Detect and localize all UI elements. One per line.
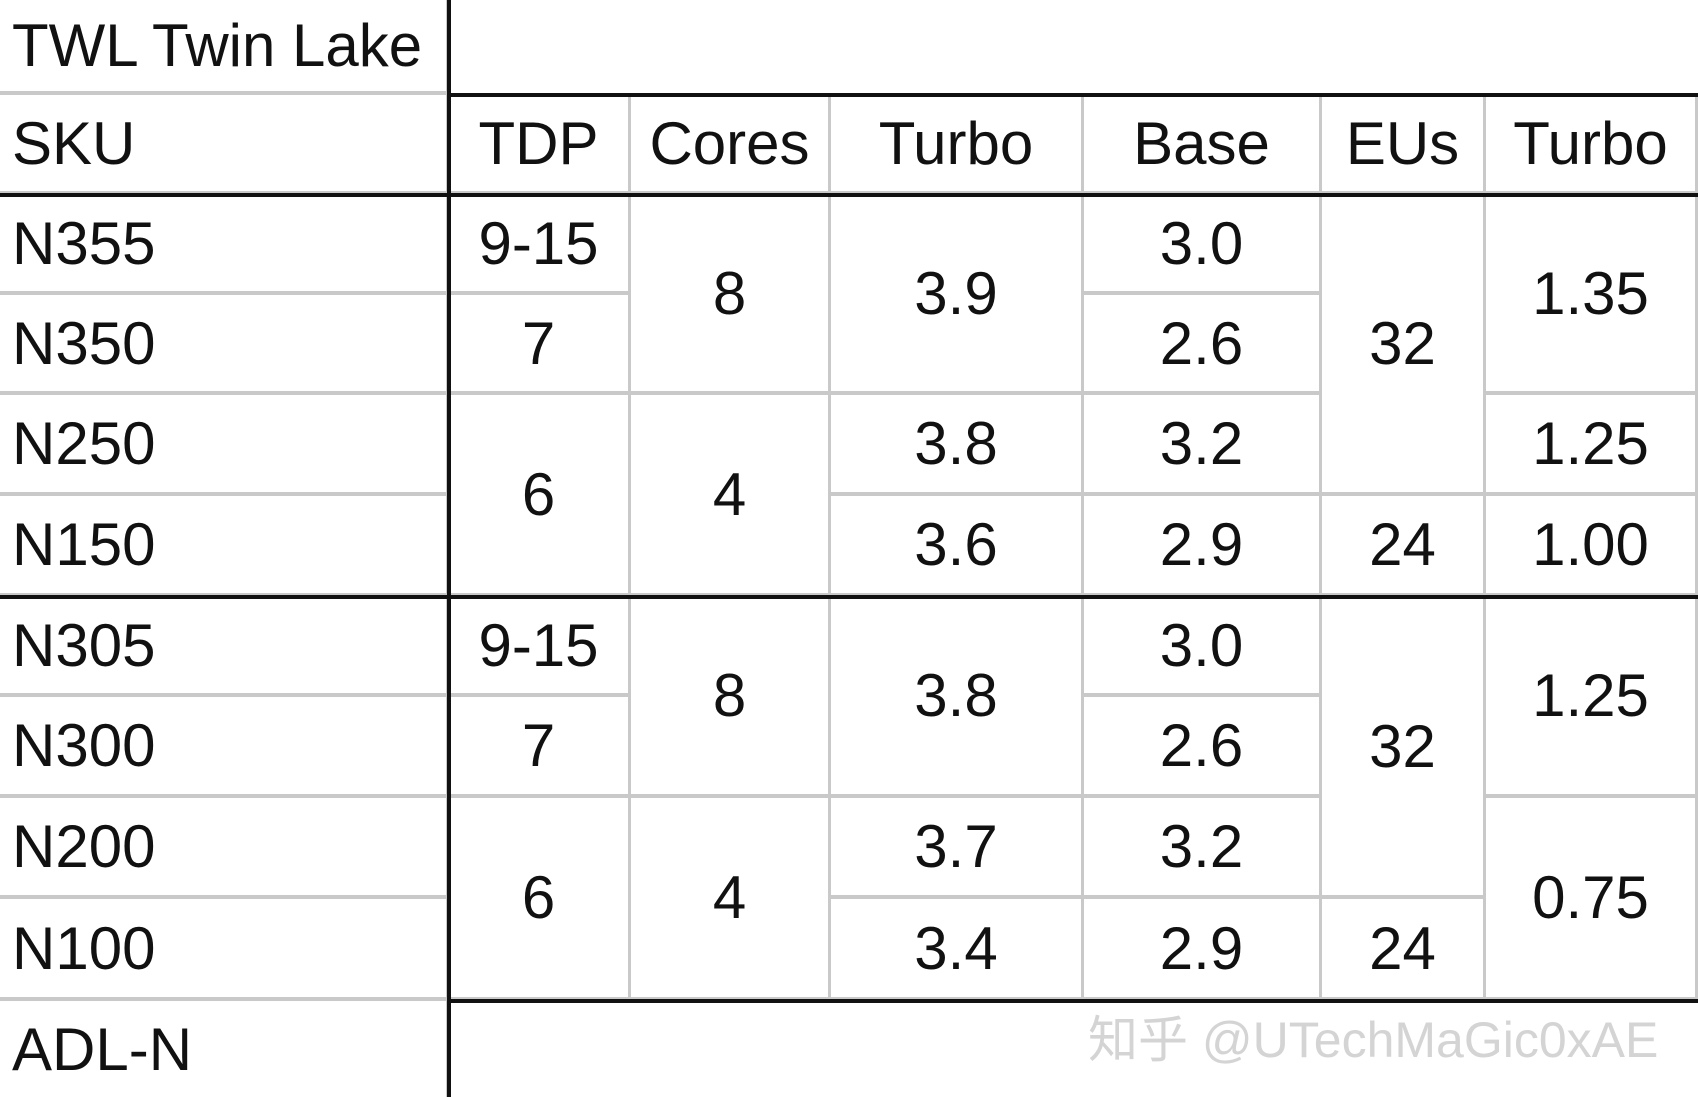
header-eus: EUs (1322, 95, 1486, 195)
eus-cell: 24 (1322, 496, 1486, 597)
table-title: TWL Twin Lake (0, 0, 449, 95)
header-turbo: Turbo (1486, 95, 1698, 195)
cpu-turbo-cell: 3.9 (831, 195, 1084, 395)
cpu-turbo-cell: 3.8 (831, 597, 1084, 798)
gpu-turbo-cell: 1.00 (1486, 496, 1698, 597)
sku-cell: N150 (0, 496, 449, 597)
cpu-turbo-cell: 3.7 (831, 798, 1084, 899)
cpu-turbo-cell: 3.8 (831, 395, 1084, 496)
gpu-turbo-cell: 1.25 (1486, 395, 1698, 496)
base-cell: 2.6 (1084, 697, 1322, 798)
tdp-cell: 7 (449, 697, 631, 798)
divider-header-top (449, 93, 1698, 97)
watermark: 知乎 @UTechMaGic0xAE (1088, 1012, 1659, 1068)
tdp-cell: 9-15 (449, 597, 631, 697)
cores-cell: 8 (631, 597, 831, 798)
gpu-turbo-cell: 0.75 (1486, 798, 1698, 1001)
cpu-turbo-cell: 3.4 (831, 899, 1084, 1001)
tdp-cell: 9-15 (449, 195, 631, 295)
tdp-cell: 6 (449, 395, 631, 597)
sku-cell: N250 (0, 395, 449, 496)
base-cell: 2.9 (1084, 496, 1322, 597)
gpu-turbo-cell: 1.35 (1486, 195, 1698, 395)
header-cores: Cores (631, 95, 831, 195)
cpu-turbo-cell: 3.6 (831, 496, 1084, 597)
base-cell: 3.0 (1084, 195, 1322, 295)
header-sku: SKU (0, 95, 449, 195)
tdp-cell: 7 (449, 295, 631, 395)
sku-cell: N355 (0, 195, 449, 295)
base-cell: 3.2 (1084, 395, 1322, 496)
cores-cell: 8 (631, 195, 831, 395)
footer-label: ADL-N (0, 1001, 449, 1097)
gpu-turbo-cell: 1.25 (1486, 597, 1698, 798)
divider-header-bottom (0, 193, 1698, 197)
cores-cell: 4 (631, 395, 831, 597)
divider-group (0, 595, 1698, 599)
base-cell: 2.6 (1084, 295, 1322, 395)
sku-cell: N350 (0, 295, 449, 395)
tdp-cell: 6 (449, 798, 631, 1001)
header-tdp: TDP (449, 95, 631, 195)
eus-cell: 24 (1322, 899, 1486, 1001)
sku-cell: N100 (0, 899, 449, 1001)
sku-cell: N305 (0, 597, 449, 697)
sku-cell: N200 (0, 798, 449, 899)
base-cell: 3.0 (1084, 597, 1322, 697)
header-base: Base (1084, 95, 1322, 195)
base-cell: 3.2 (1084, 798, 1322, 899)
cores-cell: 4 (631, 798, 831, 1001)
header-turbo: Turbo (831, 95, 1084, 195)
sku-cell: N300 (0, 697, 449, 798)
eus-cell: 32 (1322, 597, 1486, 899)
divider-bottom (449, 999, 1698, 1003)
divider-vertical (447, 0, 451, 1097)
eus-cell: 32 (1322, 195, 1486, 496)
base-cell: 2.9 (1084, 899, 1322, 1001)
